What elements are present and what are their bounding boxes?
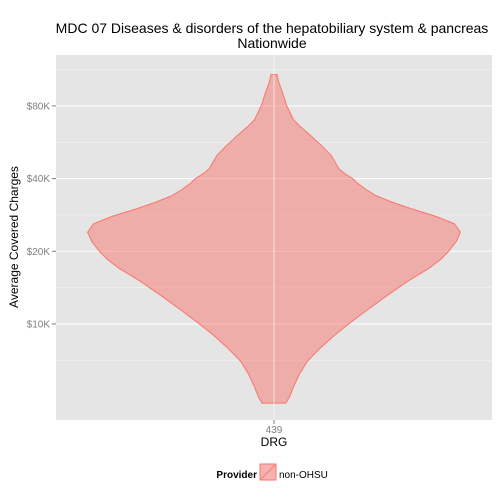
x-axis-title: DRG xyxy=(261,435,288,449)
y-tick-label-3: $80K xyxy=(27,101,51,112)
legend-title: Provider xyxy=(216,470,257,481)
legend: Provider non-OHSU xyxy=(216,462,328,482)
y-tick-label-1: $20K xyxy=(27,247,51,258)
legend-swatch-diagonal xyxy=(260,464,276,480)
legend-label-non-ohsu: non-OHSU xyxy=(279,470,328,481)
chart-subtitle: Nationwide xyxy=(237,35,306,51)
y-tick-label-2: $40K xyxy=(27,174,51,185)
y-axis-ticks: $10K $20K $40K $80K xyxy=(27,101,56,330)
y-tick-label-0: $10K xyxy=(27,319,51,330)
chart-title: MDC 07 Diseases & disorders of the hepat… xyxy=(56,20,489,36)
x-axis-ticks: 439 xyxy=(266,420,283,436)
y-axis-title: Average Covered Charges xyxy=(7,166,21,308)
x-tick-label-439: 439 xyxy=(266,425,283,436)
